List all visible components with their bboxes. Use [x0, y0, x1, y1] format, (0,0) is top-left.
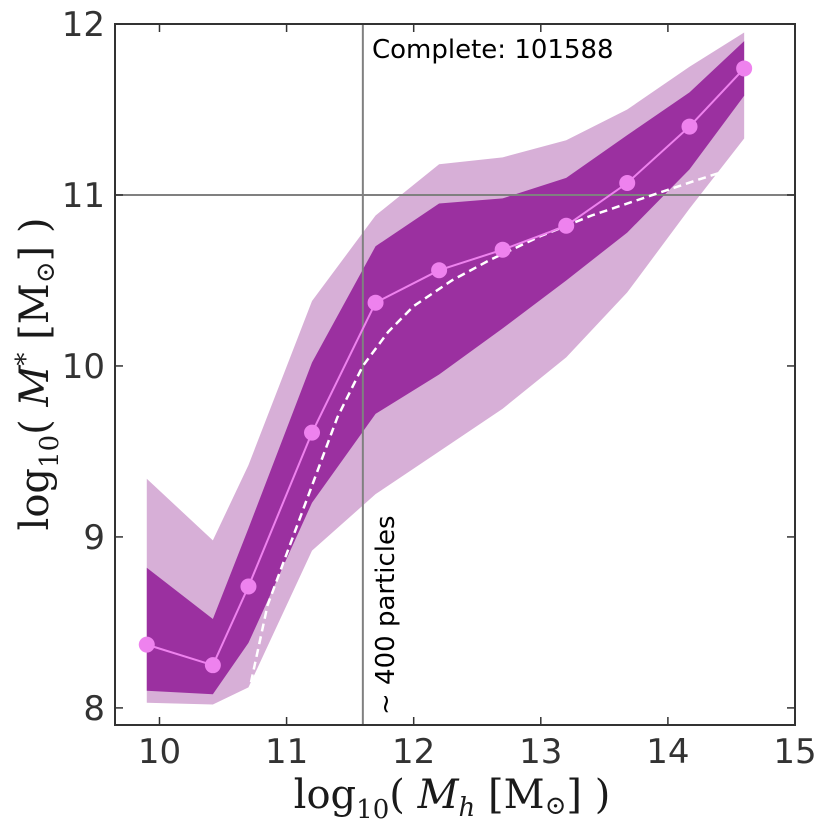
x-tick-label: 11: [265, 732, 308, 772]
y-tick-label: 9: [83, 518, 105, 558]
median-point: [138, 636, 155, 653]
particles-annotation: ~ 400 particles: [371, 515, 401, 715]
median-point: [367, 294, 384, 311]
y-tick-label: 8: [83, 689, 105, 729]
complete-annotation: Complete: 101588: [372, 35, 614, 65]
x-tick-label: 10: [138, 732, 181, 772]
x-tick-label: 14: [646, 732, 689, 772]
median-point: [240, 578, 257, 595]
median-point: [304, 424, 321, 441]
x-tick-label: 13: [519, 732, 562, 772]
median-point: [619, 175, 636, 192]
inner-scatter-band: [146, 41, 745, 695]
y-tick-label: 11: [62, 176, 105, 216]
median-point: [736, 60, 753, 77]
median-point: [681, 118, 698, 135]
median-point: [494, 241, 511, 258]
x-tick-label: 15: [773, 732, 816, 772]
median-point: [431, 262, 448, 279]
plot-frame: [114, 23, 796, 726]
x-axis-label: log10( Mh [M⊙] ): [294, 772, 611, 825]
y-axis-label: log10( M* [M⊙] ): [11, 218, 65, 531]
median-point: [204, 657, 221, 674]
y-tick-label: 12: [62, 5, 105, 45]
y-tick-label: 10: [62, 347, 105, 387]
dashed-relation-line: [249, 169, 726, 683]
x-tick-label: 12: [392, 732, 435, 772]
median-point: [558, 217, 575, 234]
